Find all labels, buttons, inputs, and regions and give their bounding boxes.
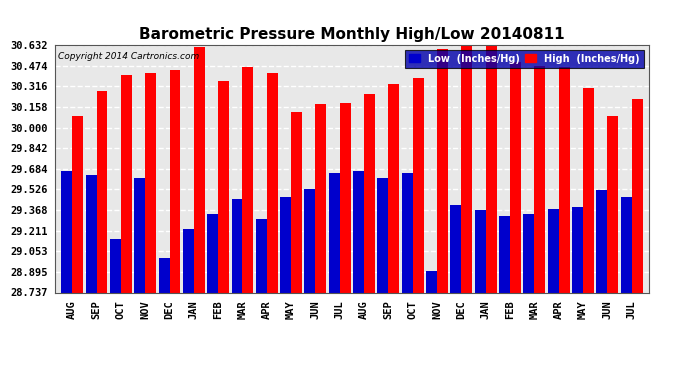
Text: Copyright 2014 Cartronics.com: Copyright 2014 Cartronics.com xyxy=(58,53,199,62)
Bar xyxy=(534,66,545,292)
Bar xyxy=(377,178,388,292)
Bar xyxy=(548,209,559,292)
Bar xyxy=(110,238,121,292)
Bar xyxy=(486,43,497,292)
Bar xyxy=(242,68,253,292)
Bar xyxy=(97,91,108,292)
Bar xyxy=(475,210,486,292)
Bar xyxy=(291,112,302,292)
Bar xyxy=(145,73,156,292)
Bar xyxy=(388,84,400,292)
Bar xyxy=(413,78,424,292)
Bar xyxy=(596,190,607,292)
Bar xyxy=(315,104,326,292)
Title: Barometric Pressure Monthly High/Low 20140811: Barometric Pressure Monthly High/Low 201… xyxy=(139,27,564,42)
Bar xyxy=(256,219,267,292)
Bar xyxy=(267,73,277,292)
Bar xyxy=(135,178,145,292)
Legend: Low  (Inches/Hg), High  (Inches/Hg): Low (Inches/Hg), High (Inches/Hg) xyxy=(405,50,644,68)
Bar xyxy=(353,171,364,292)
Bar xyxy=(218,81,229,292)
Bar xyxy=(86,174,97,292)
Bar xyxy=(607,116,618,292)
Bar xyxy=(61,171,72,292)
Bar xyxy=(339,103,351,292)
Bar xyxy=(304,189,315,292)
Bar xyxy=(329,173,339,292)
Bar xyxy=(631,99,642,292)
Bar xyxy=(194,46,205,292)
Bar xyxy=(72,116,83,292)
Bar xyxy=(499,216,510,292)
Bar xyxy=(232,200,242,292)
Bar xyxy=(462,44,472,292)
Bar xyxy=(510,62,521,292)
Bar xyxy=(620,197,631,292)
Bar xyxy=(170,70,181,292)
Bar xyxy=(364,94,375,292)
Bar xyxy=(437,49,448,292)
Bar xyxy=(572,207,583,292)
Bar xyxy=(159,258,170,292)
Bar xyxy=(121,75,132,292)
Bar xyxy=(426,271,437,292)
Bar xyxy=(207,214,218,292)
Bar xyxy=(559,68,569,292)
Bar xyxy=(402,173,413,292)
Bar xyxy=(451,205,462,292)
Bar xyxy=(523,214,534,292)
Bar xyxy=(183,230,194,292)
Bar xyxy=(583,88,594,292)
Bar xyxy=(280,197,291,292)
